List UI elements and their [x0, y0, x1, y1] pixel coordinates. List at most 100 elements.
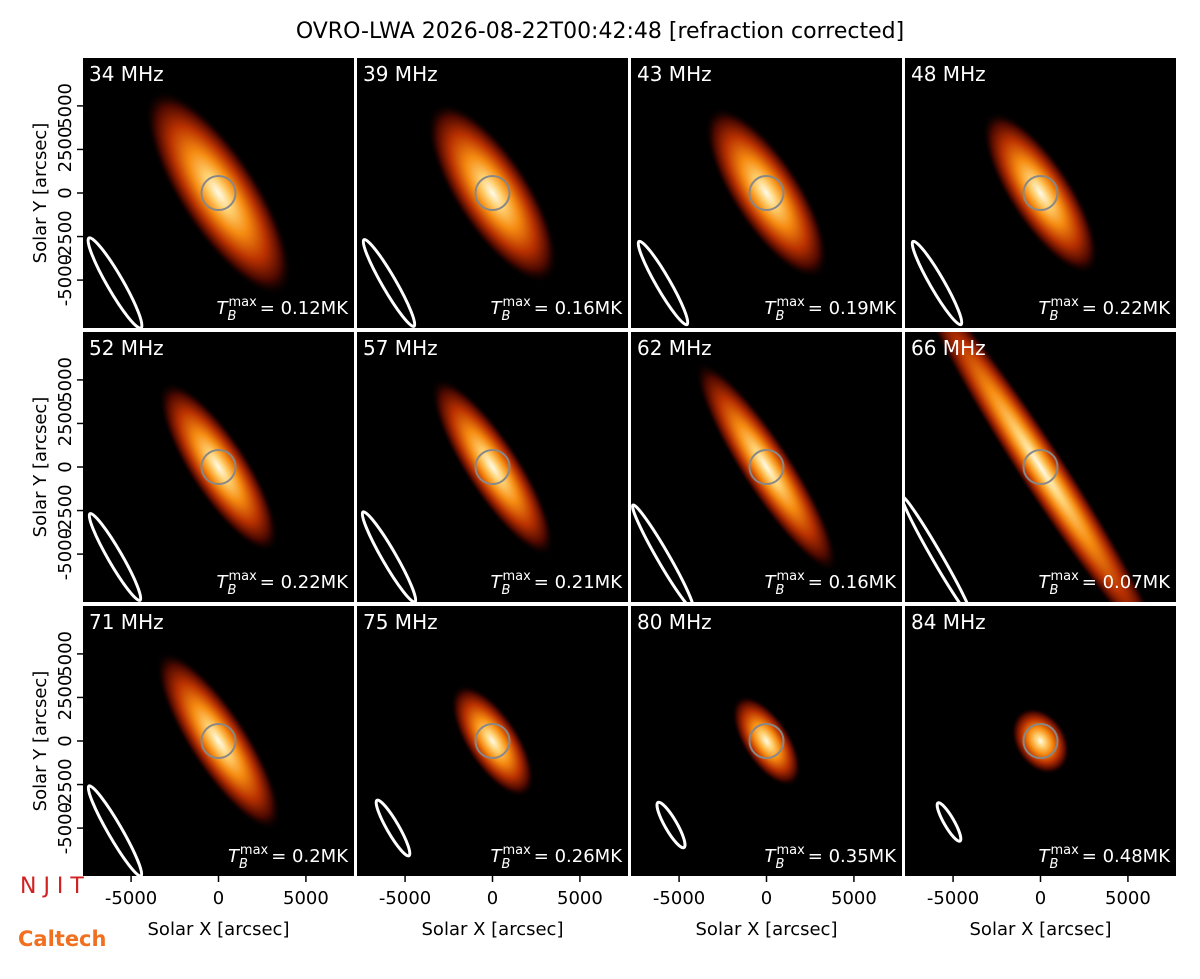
tb-value: = 0.2MK	[271, 846, 349, 867]
y-tick-label: -2500	[55, 484, 76, 536]
beam	[360, 510, 418, 602]
solar-disk	[748, 723, 785, 759]
y-tick-label: 2500	[55, 127, 76, 173]
frequency-label: 48 MHz	[911, 62, 986, 86]
frequency-label: 39 MHz	[363, 62, 438, 86]
x-axis-label: Solar X [arcsec]	[970, 919, 1112, 940]
y-tick-label: -5000	[55, 528, 76, 580]
logo-caltech: Caltech	[18, 927, 106, 951]
frequency-label: 75 MHz	[363, 610, 438, 634]
tb-max-label: TBmax = 0.2MK	[228, 843, 349, 872]
beam	[655, 800, 687, 850]
solar-disk	[474, 449, 511, 485]
frequency-label: 80 MHz	[637, 610, 712, 634]
x-tick-label: -5000	[653, 888, 705, 909]
tb-sub: B	[228, 583, 237, 598]
frequency-label: 66 MHz	[911, 336, 986, 360]
y-tick-label: -5000	[55, 802, 76, 854]
tb-sub: B	[502, 857, 511, 872]
tb-sup: max	[228, 569, 257, 584]
beam	[86, 236, 144, 328]
y-tick-label: 5000	[55, 631, 76, 677]
tb-value: = 0.16MK	[808, 572, 897, 593]
x-tick-label: -5000	[105, 888, 157, 909]
tb-max-label: TBmax = 0.16MK	[765, 569, 898, 598]
solar-disk	[1022, 449, 1059, 485]
tb-sub: B	[776, 309, 785, 324]
tb-max-label: TBmax = 0.12MK	[217, 295, 350, 324]
solar-disk	[200, 175, 237, 211]
y-tick-label: 5000	[55, 357, 76, 403]
tb-value: = 0.19MK	[808, 298, 897, 319]
tb-max-label: TBmax = 0.07MK	[1039, 569, 1172, 598]
beam	[910, 239, 964, 327]
panel	[83, 332, 354, 602]
frequency-label: 57 MHz	[363, 336, 438, 360]
tb-max-label: TBmax = 0.35MK	[765, 843, 898, 872]
solar-disk	[748, 449, 785, 485]
emission	[695, 361, 838, 573]
emission	[156, 651, 281, 831]
tb-sub: B	[776, 857, 785, 872]
beam	[86, 784, 144, 876]
tb-symbol: T	[217, 572, 230, 593]
solar-disk	[200, 449, 237, 485]
panel	[357, 606, 628, 876]
tb-max-label: TBmax = 0.19MK	[765, 295, 898, 324]
figure-title: OVRO-LWA 2026-08-22T00:42:48 [refraction…	[296, 19, 904, 44]
frequency-label: 84 MHz	[911, 610, 986, 634]
y-axis-label: Solar Y [arcsec]	[30, 397, 51, 538]
x-tick-label: 5000	[557, 888, 603, 909]
tb-max-label: TBmax = 0.26MK	[491, 843, 624, 872]
beam	[631, 503, 695, 602]
x-tick-label: 5000	[283, 888, 329, 909]
tb-sup: max	[1050, 569, 1079, 584]
tb-value: = 0.48MK	[1082, 846, 1171, 867]
panel	[631, 58, 902, 328]
solar-disk	[474, 175, 511, 211]
tb-sub: B	[228, 309, 237, 324]
emission	[1011, 707, 1070, 775]
frequency-label: 62 MHz	[637, 336, 712, 360]
beam	[905, 494, 974, 602]
tb-max-label: TBmax = 0.22MK	[217, 569, 350, 598]
frequency-label: 71 MHz	[89, 610, 164, 634]
tb-value: = 0.22MK	[260, 572, 349, 593]
solar-disk	[200, 723, 237, 759]
tb-symbol: T	[765, 298, 778, 319]
tb-symbol: T	[1039, 846, 1052, 867]
beam	[87, 512, 143, 602]
beam	[935, 801, 963, 843]
tb-symbol: T	[1039, 298, 1052, 319]
y-tick-label: 0	[55, 187, 76, 198]
panel	[83, 606, 354, 876]
y-axis-label: Solar Y [arcsec]	[30, 123, 51, 264]
tb-max-label: TBmax = 0.16MK	[491, 295, 624, 324]
x-tick-label: 5000	[1105, 888, 1151, 909]
x-axis-label: Solar X [arcsec]	[696, 919, 838, 940]
tb-sup: max	[228, 295, 257, 310]
tb-sub: B	[239, 857, 248, 872]
tb-sup: max	[776, 843, 805, 858]
frequency-label: 34 MHz	[89, 62, 164, 86]
panel	[357, 332, 628, 602]
y-tick-label: 2500	[55, 401, 76, 447]
solar-disk	[474, 723, 511, 759]
logo-njit: N J I T	[20, 874, 84, 899]
frequency-label: 52 MHz	[89, 336, 164, 360]
panel	[357, 58, 628, 328]
tb-max-label: TBmax = 0.48MK	[1039, 843, 1172, 872]
x-tick-label: 0	[761, 888, 772, 909]
tb-sup: max	[502, 295, 531, 310]
tb-sup: max	[502, 569, 531, 584]
tb-sup: max	[502, 843, 531, 858]
emission	[913, 332, 1168, 602]
y-tick-label: 2500	[55, 675, 76, 721]
tb-sub: B	[776, 583, 785, 598]
panel	[631, 606, 902, 876]
x-tick-label: 0	[1035, 888, 1046, 909]
beam	[636, 239, 690, 327]
x-axis-label: Solar X [arcsec]	[148, 919, 290, 940]
tb-symbol: T	[491, 846, 504, 867]
